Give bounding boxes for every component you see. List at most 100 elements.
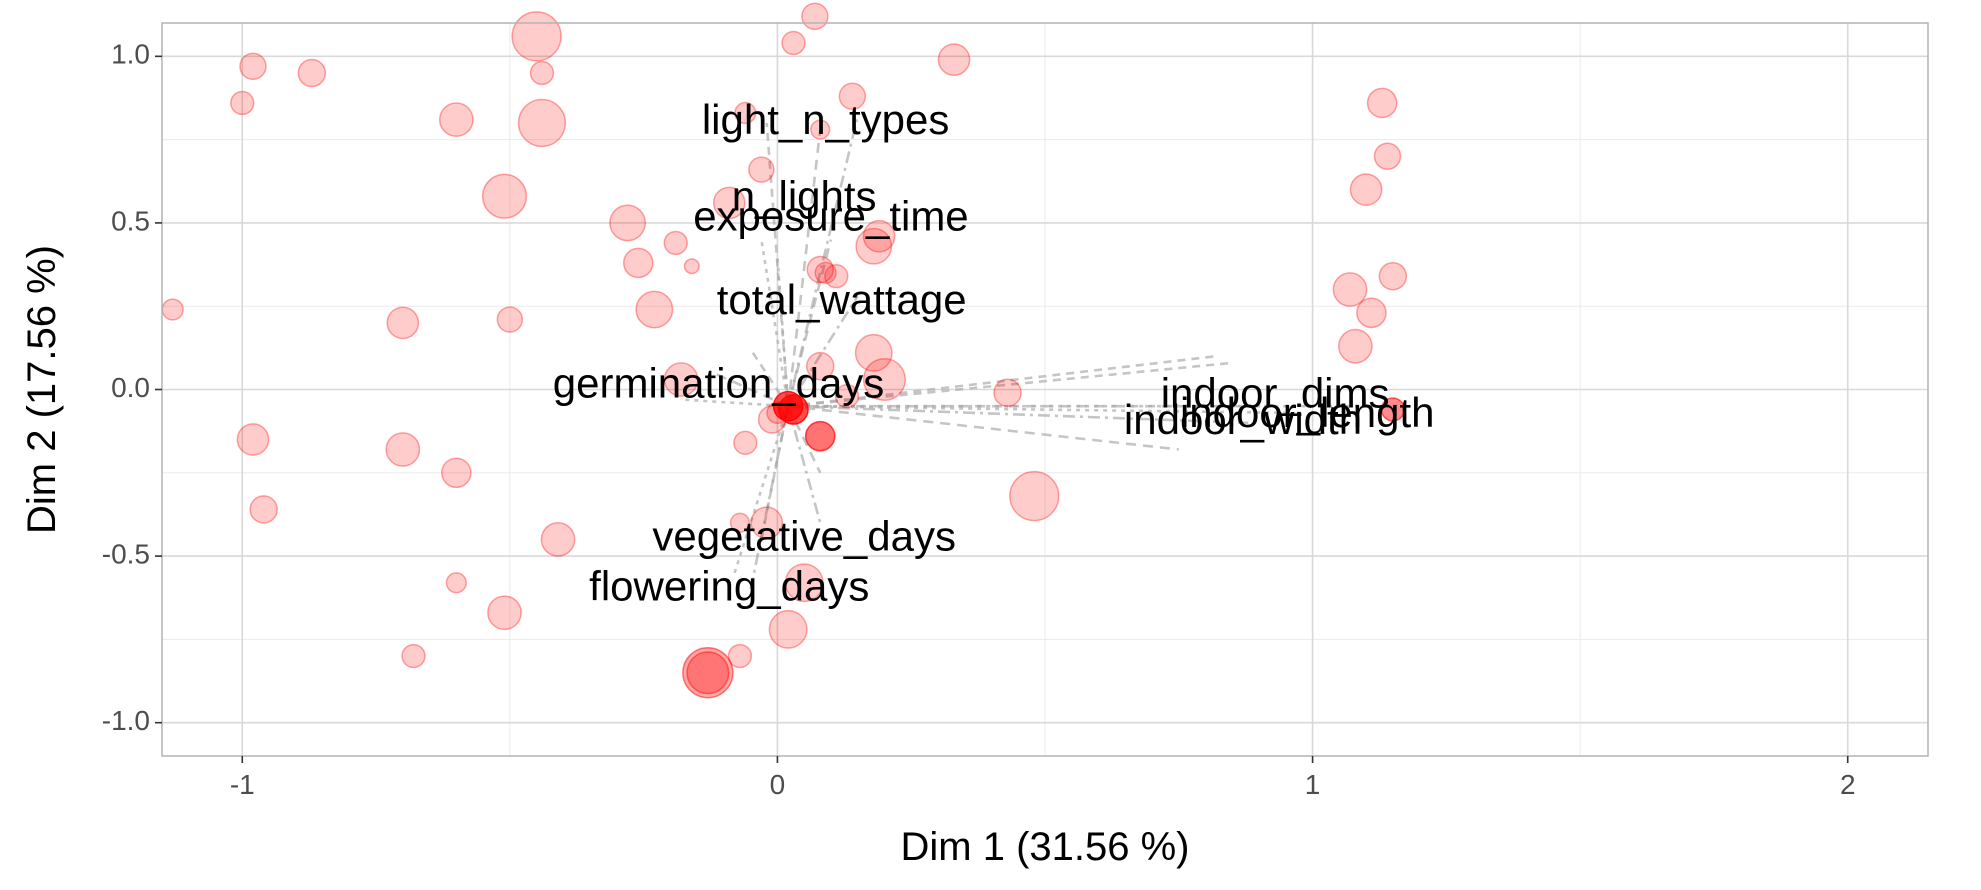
variable-label: germination_days <box>553 359 885 406</box>
scatter-point <box>1366 87 1398 119</box>
y-tick-label: -0.5 <box>102 538 150 569</box>
variable-label: total_wattage <box>717 276 967 323</box>
scatter-point <box>496 306 524 333</box>
variable-label: vegetative_days <box>652 513 956 560</box>
scatter-point <box>230 90 255 116</box>
scatter-point <box>1356 297 1387 329</box>
scatter-point <box>529 60 555 86</box>
scatter-point <box>784 563 824 603</box>
scatter-point <box>806 255 834 284</box>
variable-segment <box>733 405 790 574</box>
variable-segment <box>787 295 859 407</box>
scatter-point <box>622 247 654 279</box>
y-tick-label: 1.0 <box>111 39 150 70</box>
x-tick-label: -1 <box>230 769 255 800</box>
scatter-point <box>993 378 1022 408</box>
scatter-point <box>236 423 270 456</box>
variable-label: indoor_width <box>1124 396 1362 443</box>
scatter-point <box>1380 397 1406 422</box>
scatter-point <box>1009 470 1060 522</box>
variable-segment <box>788 361 1233 408</box>
scatter-point <box>727 643 753 669</box>
scatter-point <box>781 30 806 56</box>
x-axis-title: Dim 1 (31.56 %) <box>901 825 1190 869</box>
scatter-point <box>768 609 808 649</box>
scatter-point <box>937 43 971 77</box>
variable-segment <box>786 405 822 474</box>
scatter-point <box>438 102 474 138</box>
scatter-point <box>804 420 836 452</box>
x-tick-label: 2 <box>1840 769 1856 800</box>
scatter-point <box>733 430 758 455</box>
variable-label: exposure_time <box>693 193 968 240</box>
variable-label: n_lights <box>732 173 877 220</box>
x-tick-label: 1 <box>1305 769 1321 800</box>
scatter-point <box>838 82 867 111</box>
x-tick-label: 0 <box>770 769 786 800</box>
scatter-point <box>511 11 562 62</box>
y-axis-ticks: -1.0 -0.5 0.0 0.5 1.0 <box>102 39 162 736</box>
scatter-point <box>854 333 893 372</box>
variable-segment <box>765 122 790 407</box>
variable-segment <box>787 354 1217 408</box>
scatter-point <box>517 98 567 148</box>
scatter-point <box>487 595 522 631</box>
scatter-point <box>609 204 647 242</box>
scatter-point <box>635 290 674 329</box>
scatter-point <box>297 58 327 88</box>
scatter-points <box>161 2 1408 699</box>
x-axis-ticks: -1 0 1 2 <box>230 756 1856 800</box>
variable-label: flowering_days <box>589 563 869 610</box>
scatter-point <box>441 457 472 489</box>
variable-segment <box>712 371 789 408</box>
scatter-point <box>712 186 746 220</box>
scatter-point <box>778 394 809 425</box>
scatter-point <box>239 52 267 81</box>
variable-label: indoor_dims <box>1161 369 1390 416</box>
scatter-point <box>734 101 757 125</box>
variable-segment <box>760 405 790 540</box>
scatter-point <box>1378 261 1408 291</box>
y-tick-label: 0.0 <box>111 372 150 403</box>
scatter-point <box>385 432 421 467</box>
variable-segments <box>681 115 1367 590</box>
scatter-point <box>1373 142 1402 171</box>
variable-label: indoor_length <box>1180 389 1435 436</box>
variable-label: light_n_types <box>702 96 950 143</box>
scatter-point <box>748 156 775 183</box>
scatter-point <box>682 646 734 699</box>
variable-segment <box>786 129 822 407</box>
variable-segment <box>787 404 1179 451</box>
scatter-point <box>810 119 831 140</box>
scatter-point <box>729 512 751 533</box>
scatter-point <box>1337 328 1373 364</box>
scatter-point <box>540 522 576 557</box>
variable-segment <box>749 405 790 590</box>
scatter-point <box>663 362 699 397</box>
scatter-point <box>805 351 835 381</box>
y-tick-label: 0.5 <box>111 205 150 236</box>
scatter-point <box>161 298 184 321</box>
y-tick-label: -1.0 <box>102 705 150 736</box>
scatter-point <box>401 643 426 669</box>
scatter-point <box>386 306 420 340</box>
variable-segment <box>760 239 790 407</box>
scatter-point <box>862 357 907 402</box>
scatter-point <box>686 651 730 695</box>
scatter-point <box>249 495 278 524</box>
scatter-point <box>663 230 688 256</box>
scatter-point <box>814 261 837 285</box>
scatter-point <box>855 227 893 265</box>
scatter-point <box>801 2 829 31</box>
variable-segment <box>786 239 833 407</box>
scatter-point <box>862 219 896 253</box>
y-axis-title: Dim 2 (17.56 %) <box>20 245 64 534</box>
scatter-point <box>750 506 784 540</box>
scatter-point <box>824 264 849 289</box>
scatter-point <box>445 572 467 594</box>
scatter-point <box>1332 272 1368 307</box>
major-gridlines <box>162 23 1928 756</box>
